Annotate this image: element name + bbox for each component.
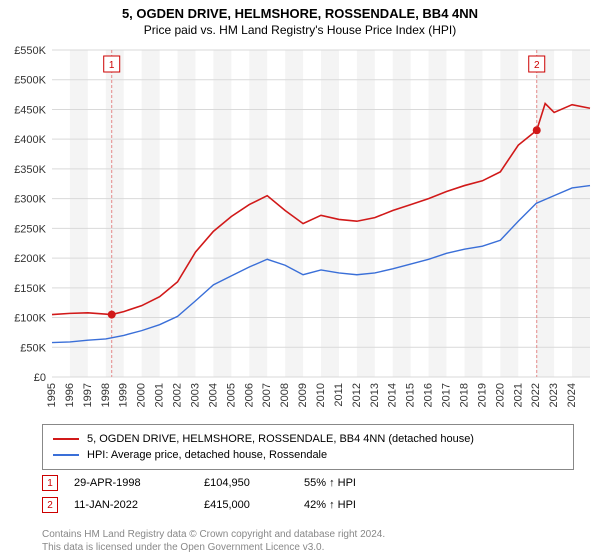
svg-text:£100K: £100K [14,313,46,325]
legend-label-2: HPI: Average price, detached house, Ross… [87,449,327,461]
svg-text:2005: 2005 [225,383,237,407]
svg-text:2015: 2015 [405,383,417,407]
svg-text:£350K: £350K [14,164,46,176]
svg-text:1997: 1997 [82,383,94,407]
svg-text:2007: 2007 [261,383,273,407]
svg-text:2006: 2006 [243,383,255,407]
price-chart: £0 £50K £100K £150K £200K £250K £300K £350K £400… [0,44,600,419]
sale-price-2: £415,000 [204,499,304,511]
attribution-text: Contains HM Land Registry data © Crown c… [42,528,385,554]
sale-pct-2: 42% ↑ HPI [304,499,356,511]
svg-text:2017: 2017 [441,383,453,407]
svg-text:1996: 1996 [64,383,76,407]
svg-text:2020: 2020 [494,383,506,407]
sale-pct-1: 55% ↑ HPI [304,477,356,489]
svg-text:2019: 2019 [476,383,488,407]
chart-subtitle: Price paid vs. HM Land Registry's House … [0,21,600,41]
svg-text:2024: 2024 [566,383,578,407]
svg-text:2018: 2018 [458,383,470,407]
svg-text:£300K: £300K [14,194,46,206]
svg-text:1998: 1998 [100,383,112,407]
sale-marker-2: 2 [42,497,58,513]
svg-text:2002: 2002 [172,383,184,407]
sale-date-2: 11-JAN-2022 [74,499,204,511]
svg-text:2016: 2016 [423,383,435,407]
sale-price-1: £104,950 [204,477,304,489]
svg-text:£50K: £50K [20,342,46,354]
svg-text:2004: 2004 [207,383,219,407]
svg-text:2011: 2011 [333,383,345,407]
svg-text:2010: 2010 [315,383,327,407]
svg-text:£0: £0 [34,372,46,384]
svg-text:2013: 2013 [369,383,381,407]
svg-text:2003: 2003 [189,383,201,407]
svg-text:£150K: £150K [14,283,46,295]
legend-label-1: 5, OGDEN DRIVE, HELMSHORE, ROSSENDALE, B… [87,433,474,445]
sale-markers-table: 1 29-APR-1998 £104,950 55% ↑ HPI 2 11-JA… [42,472,356,516]
svg-text:£500K: £500K [14,75,46,87]
svg-text:2022: 2022 [530,383,542,407]
svg-text:2008: 2008 [279,383,291,407]
svg-text:2021: 2021 [512,383,524,407]
svg-text:£250K: £250K [14,223,46,235]
svg-text:£200K: £200K [14,253,46,265]
svg-text:£450K: £450K [14,104,46,116]
svg-text:£550K: £550K [14,45,46,57]
svg-text:1995: 1995 [46,383,58,407]
sale-marker-1: 1 [42,475,58,491]
svg-text:1999: 1999 [118,383,130,407]
sale-date-1: 29-APR-1998 [74,477,204,489]
svg-text:2014: 2014 [387,383,399,407]
legend: 5, OGDEN DRIVE, HELMSHORE, ROSSENDALE, B… [42,424,574,470]
svg-text:2023: 2023 [548,383,560,407]
svg-text:2: 2 [534,60,540,71]
svg-text:2012: 2012 [351,383,363,407]
svg-text:1: 1 [109,60,115,71]
chart-title: 5, OGDEN DRIVE, HELMSHORE, ROSSENDALE, B… [0,0,600,21]
svg-text:2001: 2001 [154,383,166,407]
svg-text:2009: 2009 [297,383,309,407]
svg-text:£400K: £400K [14,134,46,146]
svg-text:2000: 2000 [136,383,148,407]
